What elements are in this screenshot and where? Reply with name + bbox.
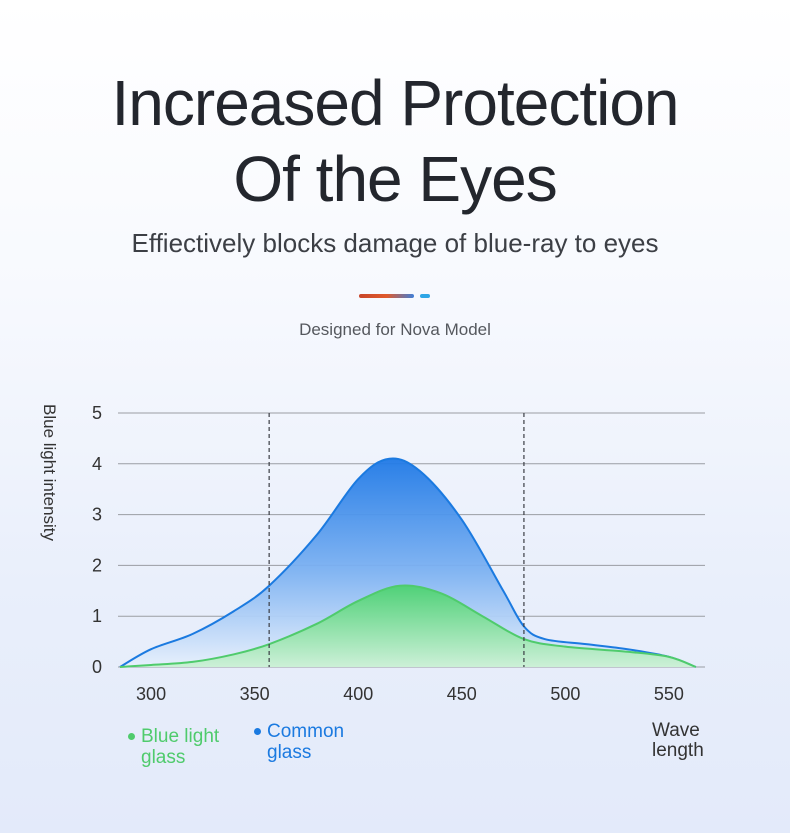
legend-common-glass: Common glass bbox=[254, 721, 377, 763]
y-tick-label: 5 bbox=[92, 403, 102, 423]
legend-label: Blue light glass bbox=[141, 726, 220, 768]
page-title-line-1: Increased Protection bbox=[111, 67, 680, 139]
x-tick-label: 450 bbox=[447, 684, 477, 704]
legend-green-dot-icon bbox=[128, 733, 135, 740]
accent-divider-dot bbox=[420, 294, 430, 298]
x-tick-label: 550 bbox=[654, 684, 684, 704]
model-note: Designed for Nova Model bbox=[299, 320, 491, 339]
x-tick-label: 350 bbox=[240, 684, 270, 704]
blue-light-glass-line bbox=[119, 584, 697, 668]
legend-blue-light-glass: Blue light glass bbox=[128, 726, 251, 768]
y-axis-label: Blue light intensity bbox=[40, 404, 59, 542]
y-tick-label: 3 bbox=[92, 505, 102, 525]
y-tick-label: 1 bbox=[92, 606, 102, 626]
y-tick-label: 2 bbox=[92, 555, 102, 575]
common-glass-line bbox=[119, 457, 697, 668]
x-tick-label: 400 bbox=[343, 684, 373, 704]
legend-blue-dot-icon bbox=[254, 728, 261, 735]
x-tick-label: 300 bbox=[136, 684, 166, 704]
page-title-line-2: Of the Eyes bbox=[233, 143, 557, 215]
x-tick-label: 500 bbox=[550, 684, 580, 704]
y-tick-label: 0 bbox=[92, 657, 102, 677]
subtitle: Effiectively blocks damage of blue-ray t… bbox=[131, 228, 659, 258]
legend-label: Common glass bbox=[267, 721, 345, 763]
common-glass-area bbox=[120, 458, 696, 667]
x-axis-label: Wave length bbox=[652, 720, 704, 761]
y-tick-label: 4 bbox=[92, 454, 102, 474]
accent-divider bbox=[359, 294, 414, 298]
